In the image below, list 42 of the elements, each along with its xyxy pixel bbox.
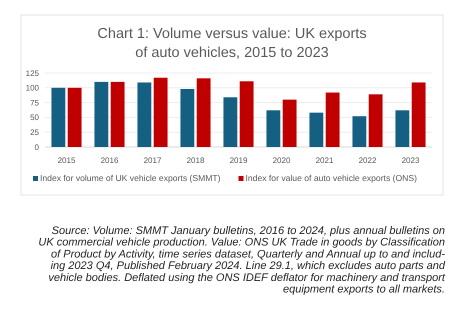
- bar: [94, 82, 108, 147]
- legend-label: Index for volume of UK vehicle exports (SMMT): [40, 173, 221, 183]
- text: vehicle bodies. Deflated using the ONS IDEF deflator for machinery and transport: [48, 272, 446, 284]
- bar: [282, 100, 297, 147]
- y-tick-label: 50: [30, 113, 40, 122]
- bar: [352, 116, 366, 147]
- x-tick-label: 2020: [272, 156, 291, 165]
- x-tick-label: 2016: [100, 156, 119, 165]
- bar: [51, 88, 66, 147]
- y-tick-label: 100: [26, 84, 40, 93]
- bar: [326, 92, 340, 147]
- text: equipment exports to all markets.: [282, 284, 445, 296]
- bar: [368, 94, 383, 147]
- x-tick-label: 2019: [230, 156, 248, 165]
- legend-label: Index for value of auto vehicle exports (ONS): [246, 173, 418, 183]
- y-tick-label: 75: [30, 98, 40, 108]
- bar: [196, 78, 211, 147]
- x-tick-label: 2021: [316, 156, 334, 165]
- text: UK commercial vehicle production. Value: ONS UK Trade in goods by Classification: [38, 236, 445, 249]
- x-tick-label: 2017: [144, 156, 162, 165]
- bar: [395, 110, 410, 147]
- bar: [68, 88, 82, 147]
- bar: [180, 88, 194, 147]
- bar: [240, 81, 254, 147]
- bar: [223, 97, 238, 147]
- y-tick-label: 0: [34, 142, 40, 152]
- bar: [137, 82, 152, 147]
- x-tick-label: 2015: [58, 156, 76, 165]
- bar: [412, 82, 426, 147]
- y-tick-label: 25: [30, 128, 40, 137]
- bar: [266, 110, 280, 147]
- y-tick-label: 125: [26, 68, 40, 78]
- bar: [154, 78, 168, 147]
- chart-title: Chart 1: Volume versus value: UK exports of auto vehicles, 2015 to 2023: [97, 26, 367, 61]
- text: of Product by Activity, time series dataset, Quarterly and Annual up to and includ-: [51, 248, 446, 260]
- text: ing 2023 Q4, Published February 2024. Line 29.1, which excludes auto parts and: [50, 260, 446, 272]
- x-tick-label: 2022: [358, 156, 377, 165]
- x-tick-label: 2018: [186, 156, 205, 165]
- source-note: Source: Volume: SMMT January bulletins, 2016 to 2024, plus annual bulletins on: [52, 225, 445, 237]
- bar: [110, 82, 125, 147]
- x-tick-label: 2023: [402, 156, 420, 165]
- bar: [309, 112, 324, 147]
